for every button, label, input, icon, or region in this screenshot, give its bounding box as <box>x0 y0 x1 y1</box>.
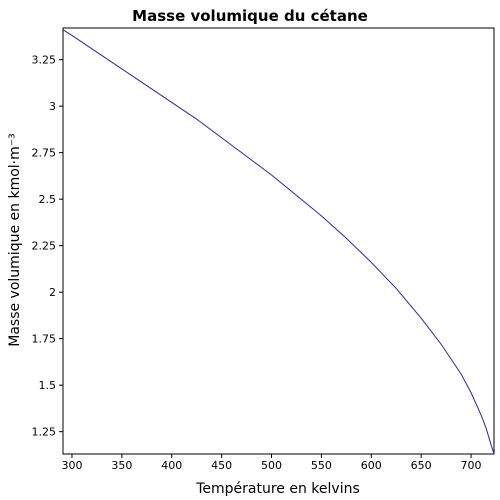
chart-title: Masse volumique du cétane <box>132 7 368 25</box>
x-tick-label: 350 <box>111 459 132 472</box>
y-tick-label: 1.75 <box>32 333 57 346</box>
y-tick-label: 1.5 <box>39 379 57 392</box>
y-tick-label: 2 <box>49 286 56 299</box>
y-tick-label: 3.25 <box>32 54 57 67</box>
x-tick-label: 450 <box>211 459 232 472</box>
plot-frame <box>62 27 495 455</box>
y-tick-label: 1.25 <box>32 426 57 439</box>
x-tick-label: 700 <box>461 459 482 472</box>
x-tick-label: 550 <box>311 459 332 472</box>
x-tick-label: 600 <box>361 459 382 472</box>
x-tick-label: 400 <box>161 459 182 472</box>
x-axis-label: Température en kelvins <box>195 481 360 497</box>
y-axis-ticks: 1.25 1.5 1.75 2 2.25 2.5 2.75 3 3.25 <box>32 54 63 439</box>
y-tick-label: 2.75 <box>32 147 57 160</box>
series-line <box>62 29 495 455</box>
x-tick-label: 500 <box>261 459 282 472</box>
y-tick-label: 2.25 <box>32 240 57 253</box>
x-tick-label: 300 <box>61 459 82 472</box>
x-axis-ticks: 300 350 400 450 500 550 600 650 700 <box>61 454 482 472</box>
x-tick-label: 650 <box>411 459 432 472</box>
y-tick-label: 2.5 <box>39 193 57 206</box>
y-axis-label: Masse volumique en kmol·m⁻³ <box>7 133 23 347</box>
y-tick-label: 3 <box>49 100 56 113</box>
